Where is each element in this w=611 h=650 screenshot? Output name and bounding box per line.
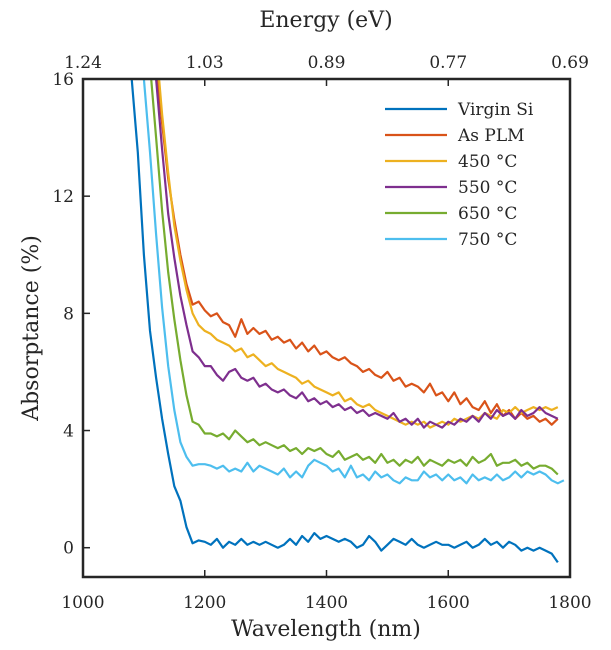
top-tick-label: 1.03: [186, 53, 224, 73]
top-axis-title: Energy (eV): [259, 8, 392, 33]
y-axis-title: Absorptance (%): [19, 235, 44, 422]
x-axis-title: Wavelength (nm): [231, 617, 421, 642]
y-tick-label: 0: [63, 539, 74, 559]
legend-label: As PLM: [457, 126, 525, 146]
series-line-4: [155, 79, 559, 429]
top-tick-label: 0.89: [308, 53, 346, 73]
series-line-6: [142, 79, 565, 485]
series-line-1: [130, 79, 559, 564]
x-tick-label: 1600: [427, 593, 470, 613]
legend: Virgin Si As PLM 450 °C 550 °C 650 °C 750 °C: [385, 100, 534, 250]
x-tick-label: 1000: [61, 593, 104, 613]
x-tick-label: 1200: [183, 593, 226, 613]
y-tick-label: 16: [52, 70, 74, 90]
top-tick-label: 0.77: [429, 53, 467, 73]
legend-label: 450 °C: [458, 152, 517, 172]
legend-label: Virgin Si: [457, 100, 534, 120]
top-tick-label: 1.24: [64, 53, 102, 73]
series-line-3: [158, 79, 559, 429]
labels-layer: Wavelength (nm) Energy (eV) Absorptance …: [19, 8, 421, 642]
ticks-layer: 1000 1200 1400 1600 1800 1.24 1.03 0.89 0.77 0.69…: [52, 53, 591, 613]
legend-label: 750 °C: [458, 230, 517, 250]
legend-label: 550 °C: [458, 178, 517, 198]
series-line-2: [156, 79, 559, 426]
y-tick-label: 12: [52, 187, 74, 207]
top-tick-label: 0.69: [551, 53, 589, 73]
y-tick-label: 8: [63, 304, 74, 324]
y-tick-label: 4: [63, 422, 74, 442]
legend-label: 650 °C: [458, 204, 517, 224]
plot-layer: [130, 79, 565, 564]
x-tick-label: 1800: [548, 593, 591, 613]
series-line-5: [150, 79, 559, 476]
x-tick-label: 1400: [305, 593, 348, 613]
